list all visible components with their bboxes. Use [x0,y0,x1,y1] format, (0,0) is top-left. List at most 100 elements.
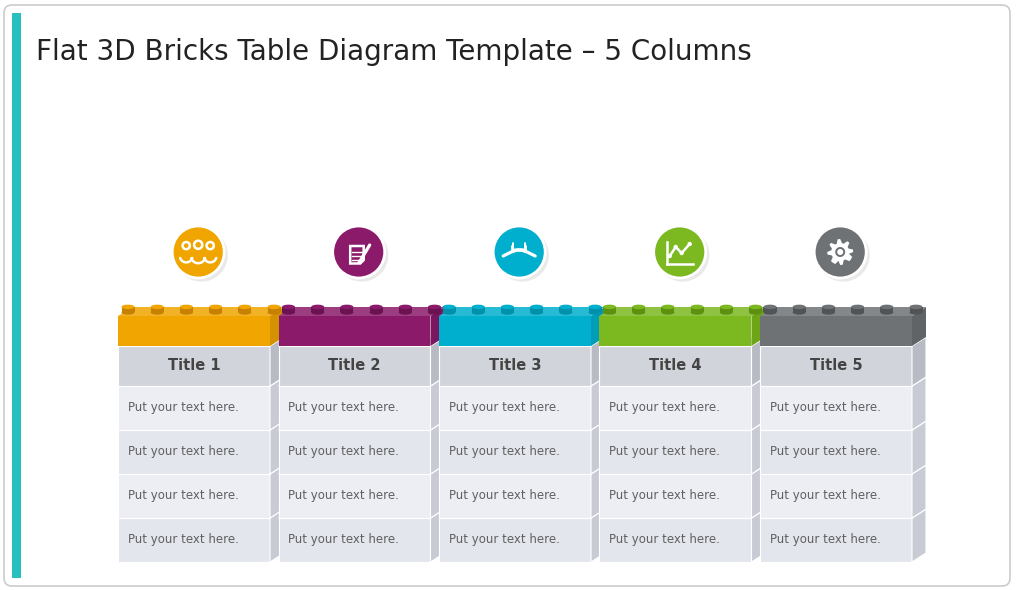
Ellipse shape [690,304,703,309]
Polygon shape [439,307,605,316]
Text: Put your text here.: Put your text here. [289,445,399,458]
Ellipse shape [662,304,675,309]
Polygon shape [279,465,444,474]
Bar [599,430,752,474]
Polygon shape [760,307,926,316]
Bar [439,386,591,430]
Bar [439,346,591,386]
Ellipse shape [764,304,776,309]
Ellipse shape [340,304,353,309]
Bar [599,518,752,562]
Polygon shape [912,337,926,386]
Ellipse shape [816,228,869,281]
Polygon shape [912,377,926,430]
Polygon shape [591,465,605,518]
Text: Title 1: Title 1 [168,359,220,373]
Ellipse shape [180,304,193,309]
Text: Title 2: Title 2 [329,359,381,373]
Polygon shape [591,307,605,346]
Polygon shape [279,337,444,346]
Polygon shape [760,377,926,386]
Ellipse shape [909,304,923,309]
Bar [599,474,752,518]
Polygon shape [279,509,444,518]
Polygon shape [501,307,514,312]
Ellipse shape [151,304,164,309]
Text: Put your text here.: Put your text here. [449,490,560,503]
Circle shape [836,247,845,257]
Ellipse shape [764,310,776,314]
Text: Put your text here.: Put your text here. [609,402,720,415]
Ellipse shape [589,304,601,309]
Polygon shape [270,465,284,518]
Polygon shape [760,509,926,518]
Bar [439,474,591,518]
Polygon shape [599,337,766,346]
Ellipse shape [603,304,616,309]
Text: Put your text here.: Put your text here. [289,533,399,546]
Ellipse shape [282,310,295,314]
Text: Put your text here.: Put your text here. [128,402,239,415]
Polygon shape [599,465,766,474]
Polygon shape [720,307,733,312]
Ellipse shape [662,310,675,314]
Polygon shape [282,307,295,312]
Polygon shape [760,421,926,430]
Polygon shape [752,337,766,386]
Ellipse shape [496,228,549,281]
Ellipse shape [501,304,514,309]
Ellipse shape [793,304,806,309]
Polygon shape [881,307,893,312]
Text: Put your text here.: Put your text here. [609,490,720,503]
Text: Put your text here.: Put your text here. [770,445,881,458]
Ellipse shape [370,304,383,309]
Polygon shape [209,307,222,312]
Ellipse shape [122,304,134,309]
Bar [279,346,430,386]
Bar [439,518,591,562]
Polygon shape [472,307,484,312]
Polygon shape [760,465,926,474]
Polygon shape [151,307,164,312]
Polygon shape [428,307,441,312]
Ellipse shape [209,310,222,314]
Ellipse shape [793,310,806,314]
Ellipse shape [340,310,353,314]
Bar [760,316,912,346]
Ellipse shape [559,304,572,309]
Polygon shape [270,337,284,386]
Bar [279,430,430,474]
Text: Put your text here.: Put your text here. [770,533,881,546]
Polygon shape [599,307,766,316]
Ellipse shape [589,310,601,314]
Polygon shape [439,421,605,430]
Ellipse shape [881,310,893,314]
Polygon shape [311,307,325,312]
Polygon shape [749,307,762,312]
Ellipse shape [180,310,193,314]
Bar [279,386,430,430]
Polygon shape [239,307,251,312]
Ellipse shape [442,304,456,309]
Ellipse shape [720,310,733,314]
Ellipse shape [690,310,703,314]
Bar [118,430,270,474]
Polygon shape [912,421,926,474]
FancyBboxPatch shape [4,5,1010,586]
Bar [439,430,591,474]
Polygon shape [430,509,444,562]
Polygon shape [122,307,134,312]
Polygon shape [591,337,605,386]
Ellipse shape [335,228,388,281]
Polygon shape [270,509,284,562]
Ellipse shape [472,310,484,314]
Polygon shape [752,421,766,474]
Bar [760,474,912,518]
Polygon shape [793,307,806,312]
Polygon shape [530,307,543,312]
Text: Title 5: Title 5 [810,359,862,373]
Bar [279,474,430,518]
Ellipse shape [656,228,710,281]
Polygon shape [632,307,645,312]
Polygon shape [603,307,616,312]
